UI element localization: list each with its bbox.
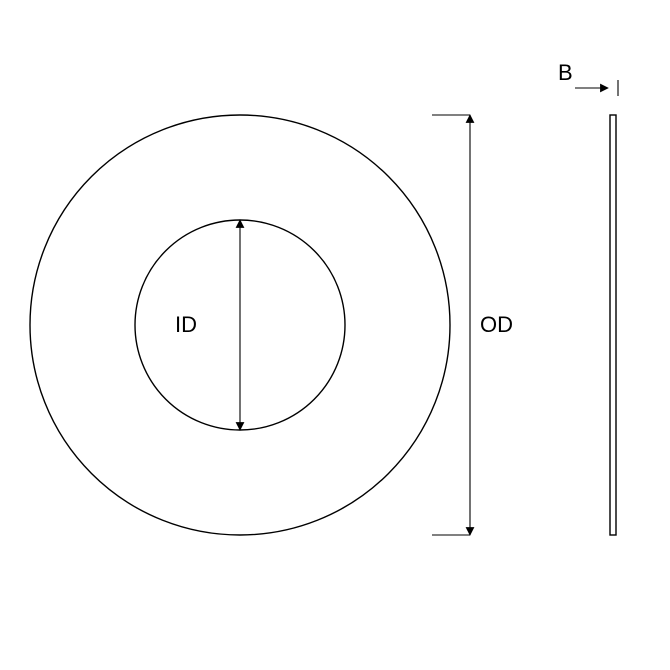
od-label: OD xyxy=(480,312,513,337)
dimension-b: B xyxy=(558,60,618,96)
washer-dimension-diagram: OD ID B xyxy=(0,0,670,670)
b-label: B xyxy=(558,60,573,85)
dimension-od: OD xyxy=(432,115,513,535)
id-label: ID xyxy=(175,312,197,337)
dimension-id: ID xyxy=(175,220,240,430)
washer-side-view xyxy=(610,115,616,535)
